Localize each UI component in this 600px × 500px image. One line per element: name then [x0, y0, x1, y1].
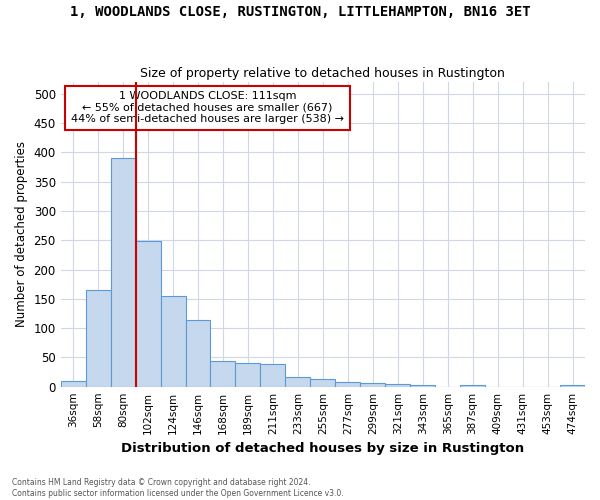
- Bar: [460, 385, 485, 386]
- Bar: [211, 362, 235, 386]
- Bar: [560, 385, 585, 386]
- Bar: [86, 290, 110, 386]
- Bar: [260, 364, 286, 386]
- Bar: [286, 376, 310, 386]
- Bar: [335, 382, 360, 386]
- Bar: [410, 385, 435, 386]
- Bar: [185, 320, 211, 386]
- Bar: [110, 158, 136, 386]
- Bar: [161, 296, 185, 386]
- Y-axis label: Number of detached properties: Number of detached properties: [15, 142, 28, 328]
- Bar: [360, 383, 385, 386]
- Bar: [235, 363, 260, 386]
- Bar: [310, 379, 335, 386]
- Text: 1 WOODLANDS CLOSE: 111sqm
← 55% of detached houses are smaller (667)
44% of semi: 1 WOODLANDS CLOSE: 111sqm ← 55% of detac…: [71, 91, 344, 124]
- X-axis label: Distribution of detached houses by size in Rustington: Distribution of detached houses by size …: [121, 442, 524, 455]
- Bar: [385, 384, 410, 386]
- Text: Contains HM Land Registry data © Crown copyright and database right 2024.
Contai: Contains HM Land Registry data © Crown c…: [12, 478, 344, 498]
- Bar: [136, 242, 161, 386]
- Bar: [61, 381, 86, 386]
- Title: Size of property relative to detached houses in Rustington: Size of property relative to detached ho…: [140, 66, 505, 80]
- Text: 1, WOODLANDS CLOSE, RUSTINGTON, LITTLEHAMPTON, BN16 3ET: 1, WOODLANDS CLOSE, RUSTINGTON, LITTLEHA…: [70, 5, 530, 19]
